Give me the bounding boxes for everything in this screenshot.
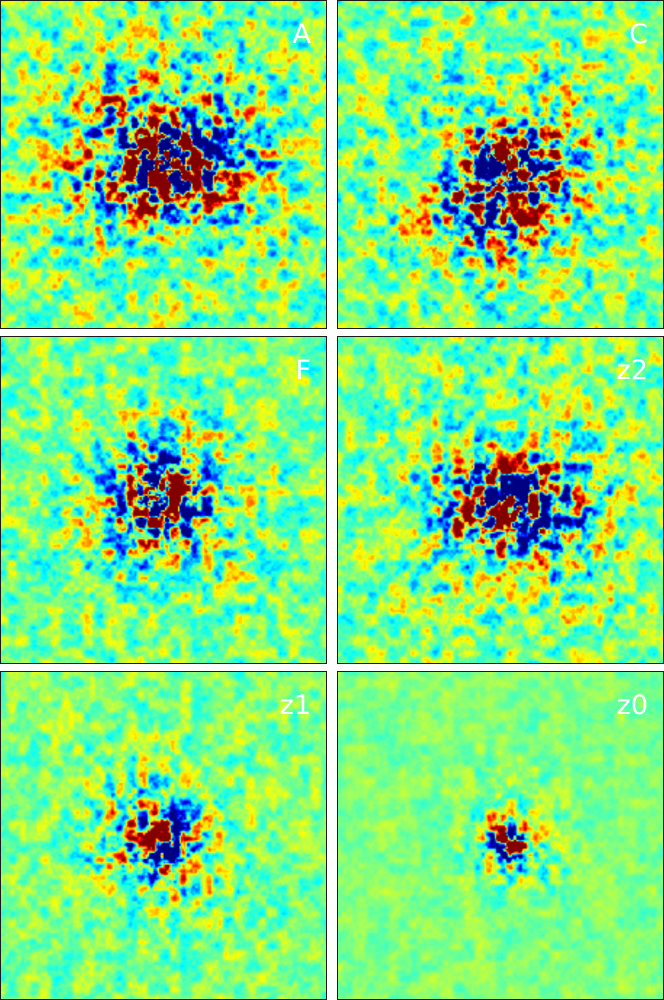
panel-label-c: C [629, 19, 648, 50]
residual-panel-z0: z0 [337, 671, 664, 1000]
residual-panel-f: F [0, 335, 327, 665]
residual-panel-z2: z2 [337, 335, 664, 665]
residual-panel-a: A [0, 0, 327, 329]
residual-map-canvas-z0 [338, 672, 663, 999]
residual-map-canvas-c [338, 1, 663, 328]
residual-map-canvas-z1 [1, 672, 326, 999]
residual-panel-z1: z1 [0, 671, 327, 1000]
panel-label-a: A [292, 19, 311, 50]
residual-map-canvas-z2 [338, 336, 663, 664]
residual-panel-c: C [337, 0, 664, 329]
panel-label-z2: z2 [616, 354, 648, 386]
residual-map-canvas-a [1, 1, 326, 328]
panel-label-f: F [295, 354, 311, 386]
panel-label-z1: z1 [279, 690, 311, 722]
residual-map-canvas-f [1, 336, 326, 664]
panel-label-z0: z0 [616, 690, 648, 722]
